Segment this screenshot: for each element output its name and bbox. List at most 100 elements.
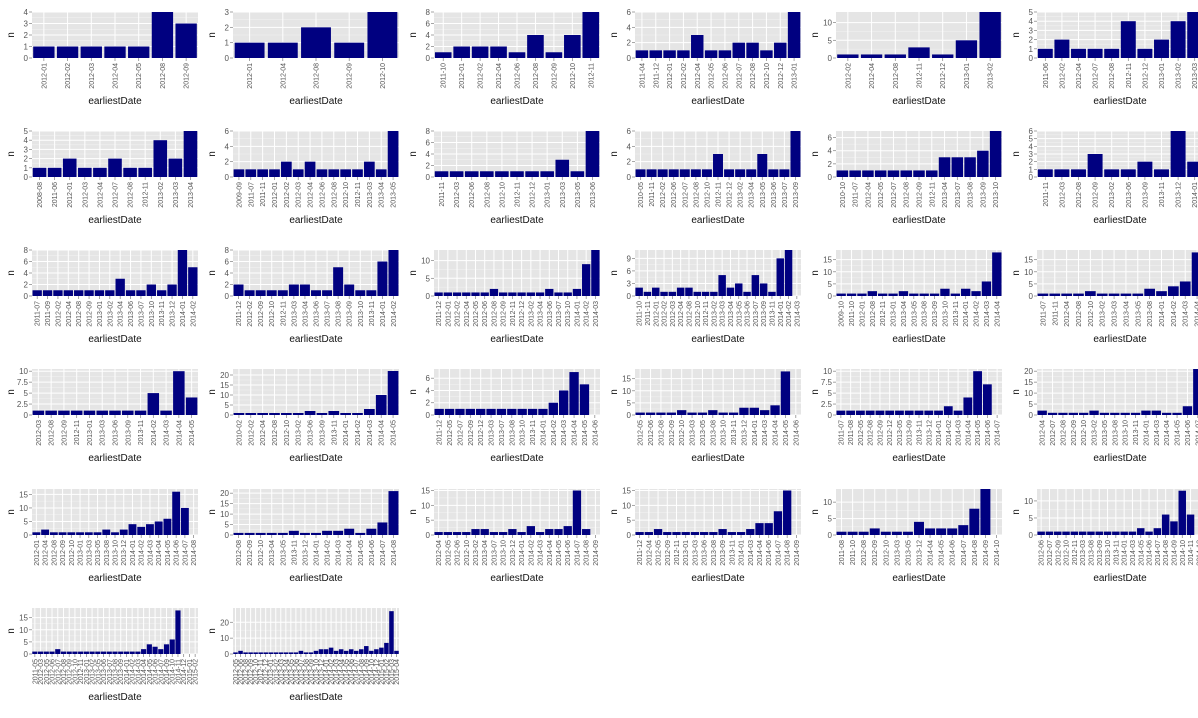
bar	[751, 275, 760, 296]
x-tick-label: 2012-10	[343, 182, 350, 208]
x-tick-label: 2012-01	[667, 63, 674, 89]
x-tick-label: 2013-01	[683, 540, 690, 566]
chart-panel: 0 5 10 2011-12 2012-01 2012-02 2012-04 2012-05 2…	[406, 242, 606, 360]
bar	[1070, 531, 1079, 535]
x-tick-label: 2013-08	[104, 540, 111, 566]
x-tick-label: 2014-04	[965, 420, 972, 446]
y-tick-label: 10	[1024, 389, 1033, 398]
x-tick-label: 2012-11	[880, 301, 887, 326]
chart-panel: 0 2 4 6 2010-05 2011-11 2012-02 2012-06 2012-07 2…	[607, 123, 807, 241]
y-axis-title: n	[408, 389, 419, 395]
x-tick-label: 2012-10	[69, 540, 76, 566]
y-tick-label: 6	[627, 267, 632, 276]
y-tick-label: 5	[1029, 135, 1034, 144]
bar	[60, 651, 67, 654]
x-tick-label: 2012-04	[1064, 301, 1071, 327]
chart-svg: 0 5 10 15 2012-01 2012-04 2012-08 2012-09 2012-1…	[6, 489, 198, 584]
bar	[527, 408, 538, 415]
bar	[266, 290, 277, 296]
x-tick-label: 2014-05	[344, 659, 351, 685]
x-tick-label: 2014-01	[936, 420, 943, 446]
bar	[316, 169, 328, 177]
bar	[323, 649, 329, 654]
y-tick-label: 0	[1029, 531, 1034, 540]
chart-svg: 0 2 4 6 8 2011-07 2011-09 2012-02 2012-04 2012-08…	[6, 246, 198, 345]
x-tick-label: 2012-04	[865, 182, 872, 208]
x-axis-title: earliestDate	[88, 96, 142, 107]
bar	[146, 644, 152, 654]
x-tick-label: 2012-02	[247, 301, 254, 327]
x-tick-label: 2011-10	[849, 301, 856, 326]
x-tick-label: 2012-09	[877, 420, 884, 446]
x-tick-label: 2014-01	[1122, 540, 1129, 566]
bar	[288, 284, 299, 296]
y-axis-title: n	[6, 32, 17, 38]
bar	[444, 408, 455, 415]
bar	[244, 290, 255, 296]
bar	[709, 532, 718, 535]
x-tick-label: 2012-11	[929, 182, 936, 207]
bar	[643, 291, 652, 296]
bar	[340, 169, 351, 177]
x-tick-label: 2013-10	[314, 659, 321, 685]
bar	[919, 293, 929, 296]
bar	[1151, 410, 1161, 415]
bar	[53, 290, 63, 296]
y-axis-title: n	[1011, 32, 1022, 38]
x-tick-label: 2011-11	[260, 182, 267, 207]
x-tick-label: 2011-12	[653, 63, 660, 88]
y-tick-label: 5	[1029, 280, 1034, 289]
x-tick-label: 2012-08	[49, 420, 56, 446]
x-tick-label: 2013-05	[280, 540, 287, 566]
bar	[1120, 293, 1132, 296]
x-tick-label: 2012-05	[473, 301, 480, 327]
x-tick-label: 2013-02	[90, 659, 97, 685]
x-tick-label: 2012-01	[445, 301, 452, 327]
x-tick-label: 2013-10	[1123, 420, 1130, 446]
bar	[1079, 412, 1089, 415]
bar	[66, 651, 72, 654]
x-tick-label: 2012-10	[284, 420, 291, 446]
chart-svg: 0 5 10 15 2009-10 2011-10 2012-01 2012-08 2012-1…	[810, 250, 1002, 345]
x-tick-label: 2012-12	[530, 182, 537, 208]
bar	[943, 406, 953, 415]
y-tick-label: 15	[220, 381, 229, 390]
x-tick-label: 2012-05	[44, 659, 51, 685]
chart-panel: 0 2 4 6 2010-10 2011-07 2012-04 2012-05 2012-07 2…	[808, 123, 1008, 241]
x-tick-label: 2012-05	[709, 63, 716, 89]
bar	[490, 46, 507, 58]
bar	[292, 413, 304, 415]
y-tick-label: 6	[627, 127, 632, 136]
bar	[255, 290, 266, 296]
bar	[93, 167, 107, 177]
x-tick-label: 2014-08	[359, 659, 366, 685]
bar	[93, 532, 102, 535]
bar	[233, 413, 245, 415]
x-tick-label: 2014-04	[1164, 420, 1171, 446]
chart-panel: 0 5 10 15 2011-07 2011-11 2012-04 2012-08 2012-1…	[1009, 242, 1198, 360]
x-tick-label: 2013-11	[331, 420, 338, 445]
x-tick-label: 2013-08	[1112, 420, 1119, 446]
bar	[657, 169, 668, 177]
bar	[269, 169, 280, 177]
bar	[112, 651, 118, 654]
x-tick-label: 2012-02	[1059, 63, 1066, 89]
x-tick-label: 2014-01	[519, 540, 526, 566]
x-tick-label: 2013-05	[736, 301, 743, 327]
y-tick-label: 0	[225, 411, 230, 420]
x-tick-label: 2013-10	[565, 301, 572, 327]
y-tick-label: 4	[426, 150, 431, 159]
bar	[233, 532, 244, 535]
x-tick-label: 2013-12	[741, 420, 748, 446]
y-tick-label: 15	[421, 486, 430, 495]
bar	[41, 529, 50, 535]
y-tick-label: 5	[1029, 400, 1034, 409]
bar	[932, 54, 954, 58]
x-tick-label: 2012-10	[464, 540, 471, 566]
x-tick-label: 2013-11	[917, 420, 924, 445]
x-tick-label: 2013-11	[769, 301, 776, 326]
x-tick-label: 2013-04	[538, 301, 545, 327]
bar	[288, 652, 294, 654]
bar	[1087, 531, 1095, 535]
bar	[288, 530, 299, 535]
